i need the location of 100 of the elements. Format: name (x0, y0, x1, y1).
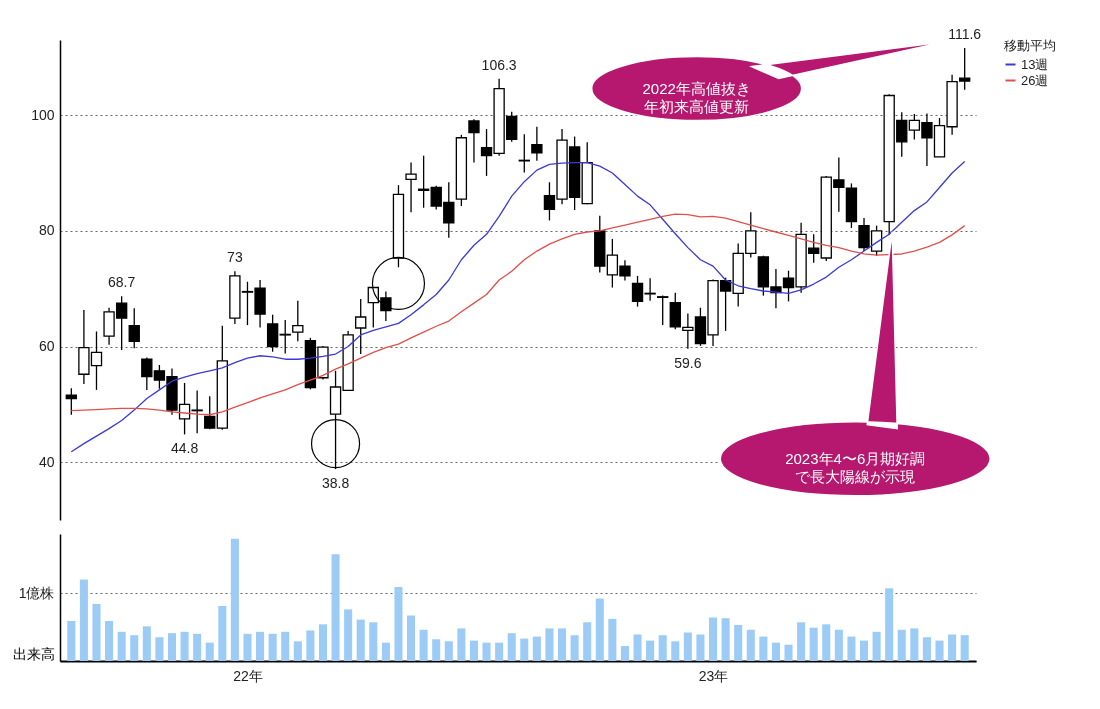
bar (784, 644, 793, 661)
candlestick (518, 133, 530, 174)
bar (570, 635, 579, 661)
bar (872, 631, 881, 661)
bar (394, 586, 403, 661)
bar (193, 633, 202, 661)
bar (507, 633, 516, 661)
legend-label: 13週 (1021, 56, 1049, 72)
legend-label: 26週 (1021, 72, 1049, 88)
bar (444, 641, 453, 661)
bar (92, 603, 101, 661)
bar (935, 640, 944, 661)
bar (180, 631, 189, 661)
bar (620, 646, 629, 661)
legend-title: 移動平均 (1004, 38, 1056, 53)
bar (948, 634, 957, 661)
bar (432, 639, 441, 661)
bar (495, 642, 504, 661)
bar (608, 618, 617, 661)
bar (130, 635, 139, 661)
bar (457, 628, 466, 661)
candlestick (405, 161, 417, 213)
y-axis-title: 出来高 (12, 645, 55, 662)
bar (117, 631, 126, 661)
bar (671, 641, 680, 661)
annotation: 111.6 (948, 26, 982, 43)
y-tick-label: 1億株 (18, 584, 55, 601)
annotation: 106.3 (481, 56, 517, 73)
bar (885, 588, 894, 661)
bar (797, 622, 806, 661)
bar (167, 633, 177, 661)
bar (243, 633, 252, 661)
bar (67, 620, 76, 661)
bar (407, 615, 416, 661)
bar (910, 628, 919, 661)
bar (520, 638, 529, 661)
bar (331, 554, 340, 661)
bar (532, 636, 541, 661)
candlestick (531, 126, 543, 162)
annotation: 2022年高値抜き年初来高値更新 (642, 79, 751, 115)
bar (809, 627, 818, 661)
y-tick-label: 100 (31, 106, 55, 123)
bar (545, 628, 554, 661)
annotation: 38.8 (321, 475, 350, 492)
bar (268, 633, 277, 661)
bar (293, 641, 302, 661)
candlestick (468, 118, 480, 164)
annotation: 73 (227, 249, 243, 266)
bar (205, 642, 214, 661)
candlestick (65, 387, 78, 416)
bar (734, 625, 743, 661)
bar (105, 620, 114, 661)
bar (155, 637, 164, 661)
candlestick (657, 294, 669, 326)
bar (79, 579, 88, 661)
bar (746, 629, 755, 661)
line-series (70, 160, 966, 453)
annotation: 2023年4〜6月期好調で長大陽線が示現 (785, 449, 926, 485)
bar (142, 626, 151, 661)
bar (897, 629, 906, 661)
y-tick-label: 80 (38, 222, 55, 239)
bar (218, 605, 227, 661)
candlestick (204, 395, 216, 430)
bar (256, 631, 265, 661)
bar (922, 637, 931, 661)
bar (721, 618, 730, 661)
bar (419, 629, 428, 661)
bar (960, 635, 969, 661)
bar (771, 642, 780, 661)
candlestick (128, 307, 140, 349)
bar (356, 619, 365, 661)
bar (469, 640, 478, 661)
bar (646, 640, 655, 661)
y-tick-label: 60 (38, 338, 55, 355)
bar (683, 632, 692, 661)
bar (847, 636, 856, 661)
bar (306, 630, 315, 661)
bar (633, 634, 642, 661)
bar (834, 629, 843, 661)
bar (381, 642, 390, 661)
bar (230, 538, 239, 661)
annotation: 59.6 (674, 354, 702, 371)
bar (583, 622, 592, 661)
bar (759, 636, 768, 661)
bar (369, 622, 378, 661)
bar (822, 624, 831, 661)
bar (318, 624, 327, 661)
annotation: 68.7 (108, 274, 136, 291)
bar (859, 640, 869, 661)
bar (558, 628, 567, 661)
bar (482, 642, 491, 661)
candlestick (266, 314, 279, 353)
bar (344, 609, 353, 661)
candlestick (355, 298, 367, 355)
bar (658, 635, 667, 661)
x-tick-label: 23年 (698, 667, 729, 684)
bar (281, 631, 290, 661)
bar (696, 634, 705, 661)
x-tick-label: 22年 (233, 667, 263, 684)
annotation: 44.8 (170, 440, 199, 457)
